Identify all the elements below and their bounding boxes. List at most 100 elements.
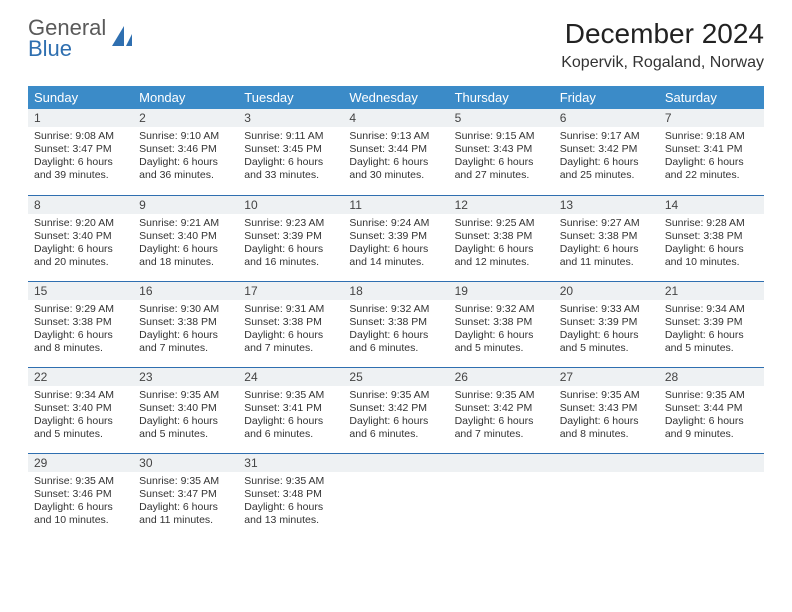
calendar-day-cell: 16Sunrise: 9:30 AMSunset: 3:38 PMDayligh… bbox=[133, 281, 238, 367]
day-number: 21 bbox=[659, 282, 764, 300]
page-header: General Blue December 2024 Kopervik, Rog… bbox=[28, 18, 764, 72]
day-details: Sunrise: 9:35 AMSunset: 3:42 PMDaylight:… bbox=[449, 386, 554, 446]
day-number: 27 bbox=[554, 368, 659, 386]
day-number: 13 bbox=[554, 196, 659, 214]
calendar-day-cell: 7Sunrise: 9:18 AMSunset: 3:41 PMDaylight… bbox=[659, 109, 764, 195]
sunrise-line: Sunrise: 9:35 AM bbox=[139, 389, 232, 402]
day-details: Sunrise: 9:10 AMSunset: 3:46 PMDaylight:… bbox=[133, 127, 238, 187]
calendar-day-cell: 5Sunrise: 9:15 AMSunset: 3:43 PMDaylight… bbox=[449, 109, 554, 195]
daylight-line2: and 5 minutes. bbox=[455, 342, 548, 355]
calendar-empty-cell bbox=[343, 453, 448, 539]
daylight-line1: Daylight: 6 hours bbox=[244, 243, 337, 256]
day-number: 26 bbox=[449, 368, 554, 386]
title-block: December 2024 Kopervik, Rogaland, Norway bbox=[561, 18, 764, 72]
daylight-line1: Daylight: 6 hours bbox=[560, 156, 653, 169]
calendar-day-cell: 18Sunrise: 9:32 AMSunset: 3:38 PMDayligh… bbox=[343, 281, 448, 367]
sunrise-line: Sunrise: 9:08 AM bbox=[34, 130, 127, 143]
daylight-line1: Daylight: 6 hours bbox=[244, 501, 337, 514]
day-number bbox=[343, 454, 448, 472]
day-number: 18 bbox=[343, 282, 448, 300]
calendar-day-cell: 20Sunrise: 9:33 AMSunset: 3:39 PMDayligh… bbox=[554, 281, 659, 367]
day-details: Sunrise: 9:21 AMSunset: 3:40 PMDaylight:… bbox=[133, 214, 238, 274]
day-details: Sunrise: 9:25 AMSunset: 3:38 PMDaylight:… bbox=[449, 214, 554, 274]
sunset-line: Sunset: 3:42 PM bbox=[560, 143, 653, 156]
weekday-header: Wednesday bbox=[343, 86, 448, 109]
sunset-line: Sunset: 3:41 PM bbox=[244, 402, 337, 415]
calendar-week-row: 15Sunrise: 9:29 AMSunset: 3:38 PMDayligh… bbox=[28, 281, 764, 367]
day-details: Sunrise: 9:35 AMSunset: 3:46 PMDaylight:… bbox=[28, 472, 133, 532]
sunrise-line: Sunrise: 9:35 AM bbox=[349, 389, 442, 402]
daylight-line1: Daylight: 6 hours bbox=[34, 501, 127, 514]
day-details: Sunrise: 9:35 AMSunset: 3:40 PMDaylight:… bbox=[133, 386, 238, 446]
sunset-line: Sunset: 3:39 PM bbox=[349, 230, 442, 243]
month-title: December 2024 bbox=[561, 18, 764, 50]
daylight-line1: Daylight: 6 hours bbox=[455, 329, 548, 342]
weekday-header-row: Sunday Monday Tuesday Wednesday Thursday… bbox=[28, 86, 764, 109]
day-details bbox=[449, 472, 554, 532]
sunset-line: Sunset: 3:40 PM bbox=[34, 402, 127, 415]
day-details: Sunrise: 9:29 AMSunset: 3:38 PMDaylight:… bbox=[28, 300, 133, 360]
calendar-empty-cell bbox=[554, 453, 659, 539]
day-details: Sunrise: 9:32 AMSunset: 3:38 PMDaylight:… bbox=[449, 300, 554, 360]
sunset-line: Sunset: 3:47 PM bbox=[139, 488, 232, 501]
day-number: 16 bbox=[133, 282, 238, 300]
daylight-line1: Daylight: 6 hours bbox=[34, 156, 127, 169]
calendar-day-cell: 6Sunrise: 9:17 AMSunset: 3:42 PMDaylight… bbox=[554, 109, 659, 195]
daylight-line2: and 25 minutes. bbox=[560, 169, 653, 182]
sunrise-line: Sunrise: 9:35 AM bbox=[244, 475, 337, 488]
sunrise-line: Sunrise: 9:20 AM bbox=[34, 217, 127, 230]
day-number: 9 bbox=[133, 196, 238, 214]
sunrise-line: Sunrise: 9:10 AM bbox=[139, 130, 232, 143]
daylight-line2: and 10 minutes. bbox=[34, 514, 127, 527]
day-number bbox=[449, 454, 554, 472]
day-number: 11 bbox=[343, 196, 448, 214]
daylight-line2: and 7 minutes. bbox=[139, 342, 232, 355]
daylight-line1: Daylight: 6 hours bbox=[349, 415, 442, 428]
sunrise-line: Sunrise: 9:35 AM bbox=[455, 389, 548, 402]
day-details: Sunrise: 9:35 AMSunset: 3:41 PMDaylight:… bbox=[238, 386, 343, 446]
daylight-line2: and 5 minutes. bbox=[560, 342, 653, 355]
day-details: Sunrise: 9:33 AMSunset: 3:39 PMDaylight:… bbox=[554, 300, 659, 360]
day-number: 8 bbox=[28, 196, 133, 214]
day-number: 2 bbox=[133, 109, 238, 127]
daylight-line1: Daylight: 6 hours bbox=[560, 243, 653, 256]
sunset-line: Sunset: 3:38 PM bbox=[34, 316, 127, 329]
day-number: 7 bbox=[659, 109, 764, 127]
sunrise-line: Sunrise: 9:34 AM bbox=[665, 303, 758, 316]
sunset-line: Sunset: 3:38 PM bbox=[665, 230, 758, 243]
day-number: 30 bbox=[133, 454, 238, 472]
calendar-day-cell: 1Sunrise: 9:08 AMSunset: 3:47 PMDaylight… bbox=[28, 109, 133, 195]
sunset-line: Sunset: 3:38 PM bbox=[244, 316, 337, 329]
calendar-day-cell: 26Sunrise: 9:35 AMSunset: 3:42 PMDayligh… bbox=[449, 367, 554, 453]
daylight-line1: Daylight: 6 hours bbox=[34, 329, 127, 342]
calendar-day-cell: 27Sunrise: 9:35 AMSunset: 3:43 PMDayligh… bbox=[554, 367, 659, 453]
day-details: Sunrise: 9:35 AMSunset: 3:47 PMDaylight:… bbox=[133, 472, 238, 532]
sunset-line: Sunset: 3:40 PM bbox=[34, 230, 127, 243]
day-number: 19 bbox=[449, 282, 554, 300]
daylight-line1: Daylight: 6 hours bbox=[34, 415, 127, 428]
daylight-line1: Daylight: 6 hours bbox=[455, 156, 548, 169]
daylight-line1: Daylight: 6 hours bbox=[244, 156, 337, 169]
daylight-line2: and 10 minutes. bbox=[665, 256, 758, 269]
day-details: Sunrise: 9:15 AMSunset: 3:43 PMDaylight:… bbox=[449, 127, 554, 187]
calendar-day-cell: 14Sunrise: 9:28 AMSunset: 3:38 PMDayligh… bbox=[659, 195, 764, 281]
weekday-header: Tuesday bbox=[238, 86, 343, 109]
sunset-line: Sunset: 3:38 PM bbox=[455, 316, 548, 329]
day-details: Sunrise: 9:24 AMSunset: 3:39 PMDaylight:… bbox=[343, 214, 448, 274]
sunrise-line: Sunrise: 9:30 AM bbox=[139, 303, 232, 316]
day-details: Sunrise: 9:30 AMSunset: 3:38 PMDaylight:… bbox=[133, 300, 238, 360]
day-details: Sunrise: 9:17 AMSunset: 3:42 PMDaylight:… bbox=[554, 127, 659, 187]
daylight-line1: Daylight: 6 hours bbox=[560, 415, 653, 428]
calendar-day-cell: 2Sunrise: 9:10 AMSunset: 3:46 PMDaylight… bbox=[133, 109, 238, 195]
daylight-line1: Daylight: 6 hours bbox=[139, 156, 232, 169]
daylight-line2: and 39 minutes. bbox=[34, 169, 127, 182]
day-number: 25 bbox=[343, 368, 448, 386]
daylight-line2: and 5 minutes. bbox=[139, 428, 232, 441]
daylight-line1: Daylight: 6 hours bbox=[139, 501, 232, 514]
sunset-line: Sunset: 3:48 PM bbox=[244, 488, 337, 501]
day-details: Sunrise: 9:18 AMSunset: 3:41 PMDaylight:… bbox=[659, 127, 764, 187]
sunset-line: Sunset: 3:43 PM bbox=[455, 143, 548, 156]
calendar-day-cell: 15Sunrise: 9:29 AMSunset: 3:38 PMDayligh… bbox=[28, 281, 133, 367]
day-number: 24 bbox=[238, 368, 343, 386]
daylight-line1: Daylight: 6 hours bbox=[349, 156, 442, 169]
